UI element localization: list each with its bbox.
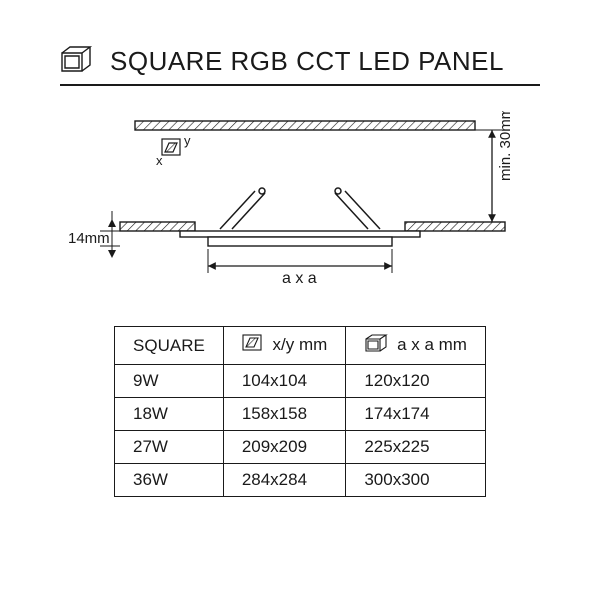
title-row: SQUARE RGB CCT LED PANEL <box>60 45 540 86</box>
label-clearance: min. 30mm <box>497 111 514 181</box>
table-row: 36W284x284300x300 <box>115 464 486 497</box>
table-row: 9W104x104120x120 <box>115 365 486 398</box>
col-header-axa: a x a mm <box>346 327 486 365</box>
label-depth: 14mm <box>68 230 110 247</box>
table-row: 27W209x209225x225 <box>115 431 486 464</box>
label-size: a x a <box>282 270 317 287</box>
cutout-icon <box>242 334 264 357</box>
label-x: x <box>156 153 163 168</box>
panel-icon <box>60 45 94 78</box>
spec-table: SQUARE x/y mm <box>114 326 486 497</box>
page-title: SQUARE RGB CCT LED PANEL <box>110 46 504 77</box>
table-row: 18W158x158174x174 <box>115 398 486 431</box>
col-header-xy: x/y mm <box>223 327 346 365</box>
label-y: y <box>184 133 191 148</box>
col-header-square: SQUARE <box>115 327 224 365</box>
panel-small-icon <box>364 333 388 358</box>
technical-diagram: y x min. 30mm <box>60 111 540 301</box>
